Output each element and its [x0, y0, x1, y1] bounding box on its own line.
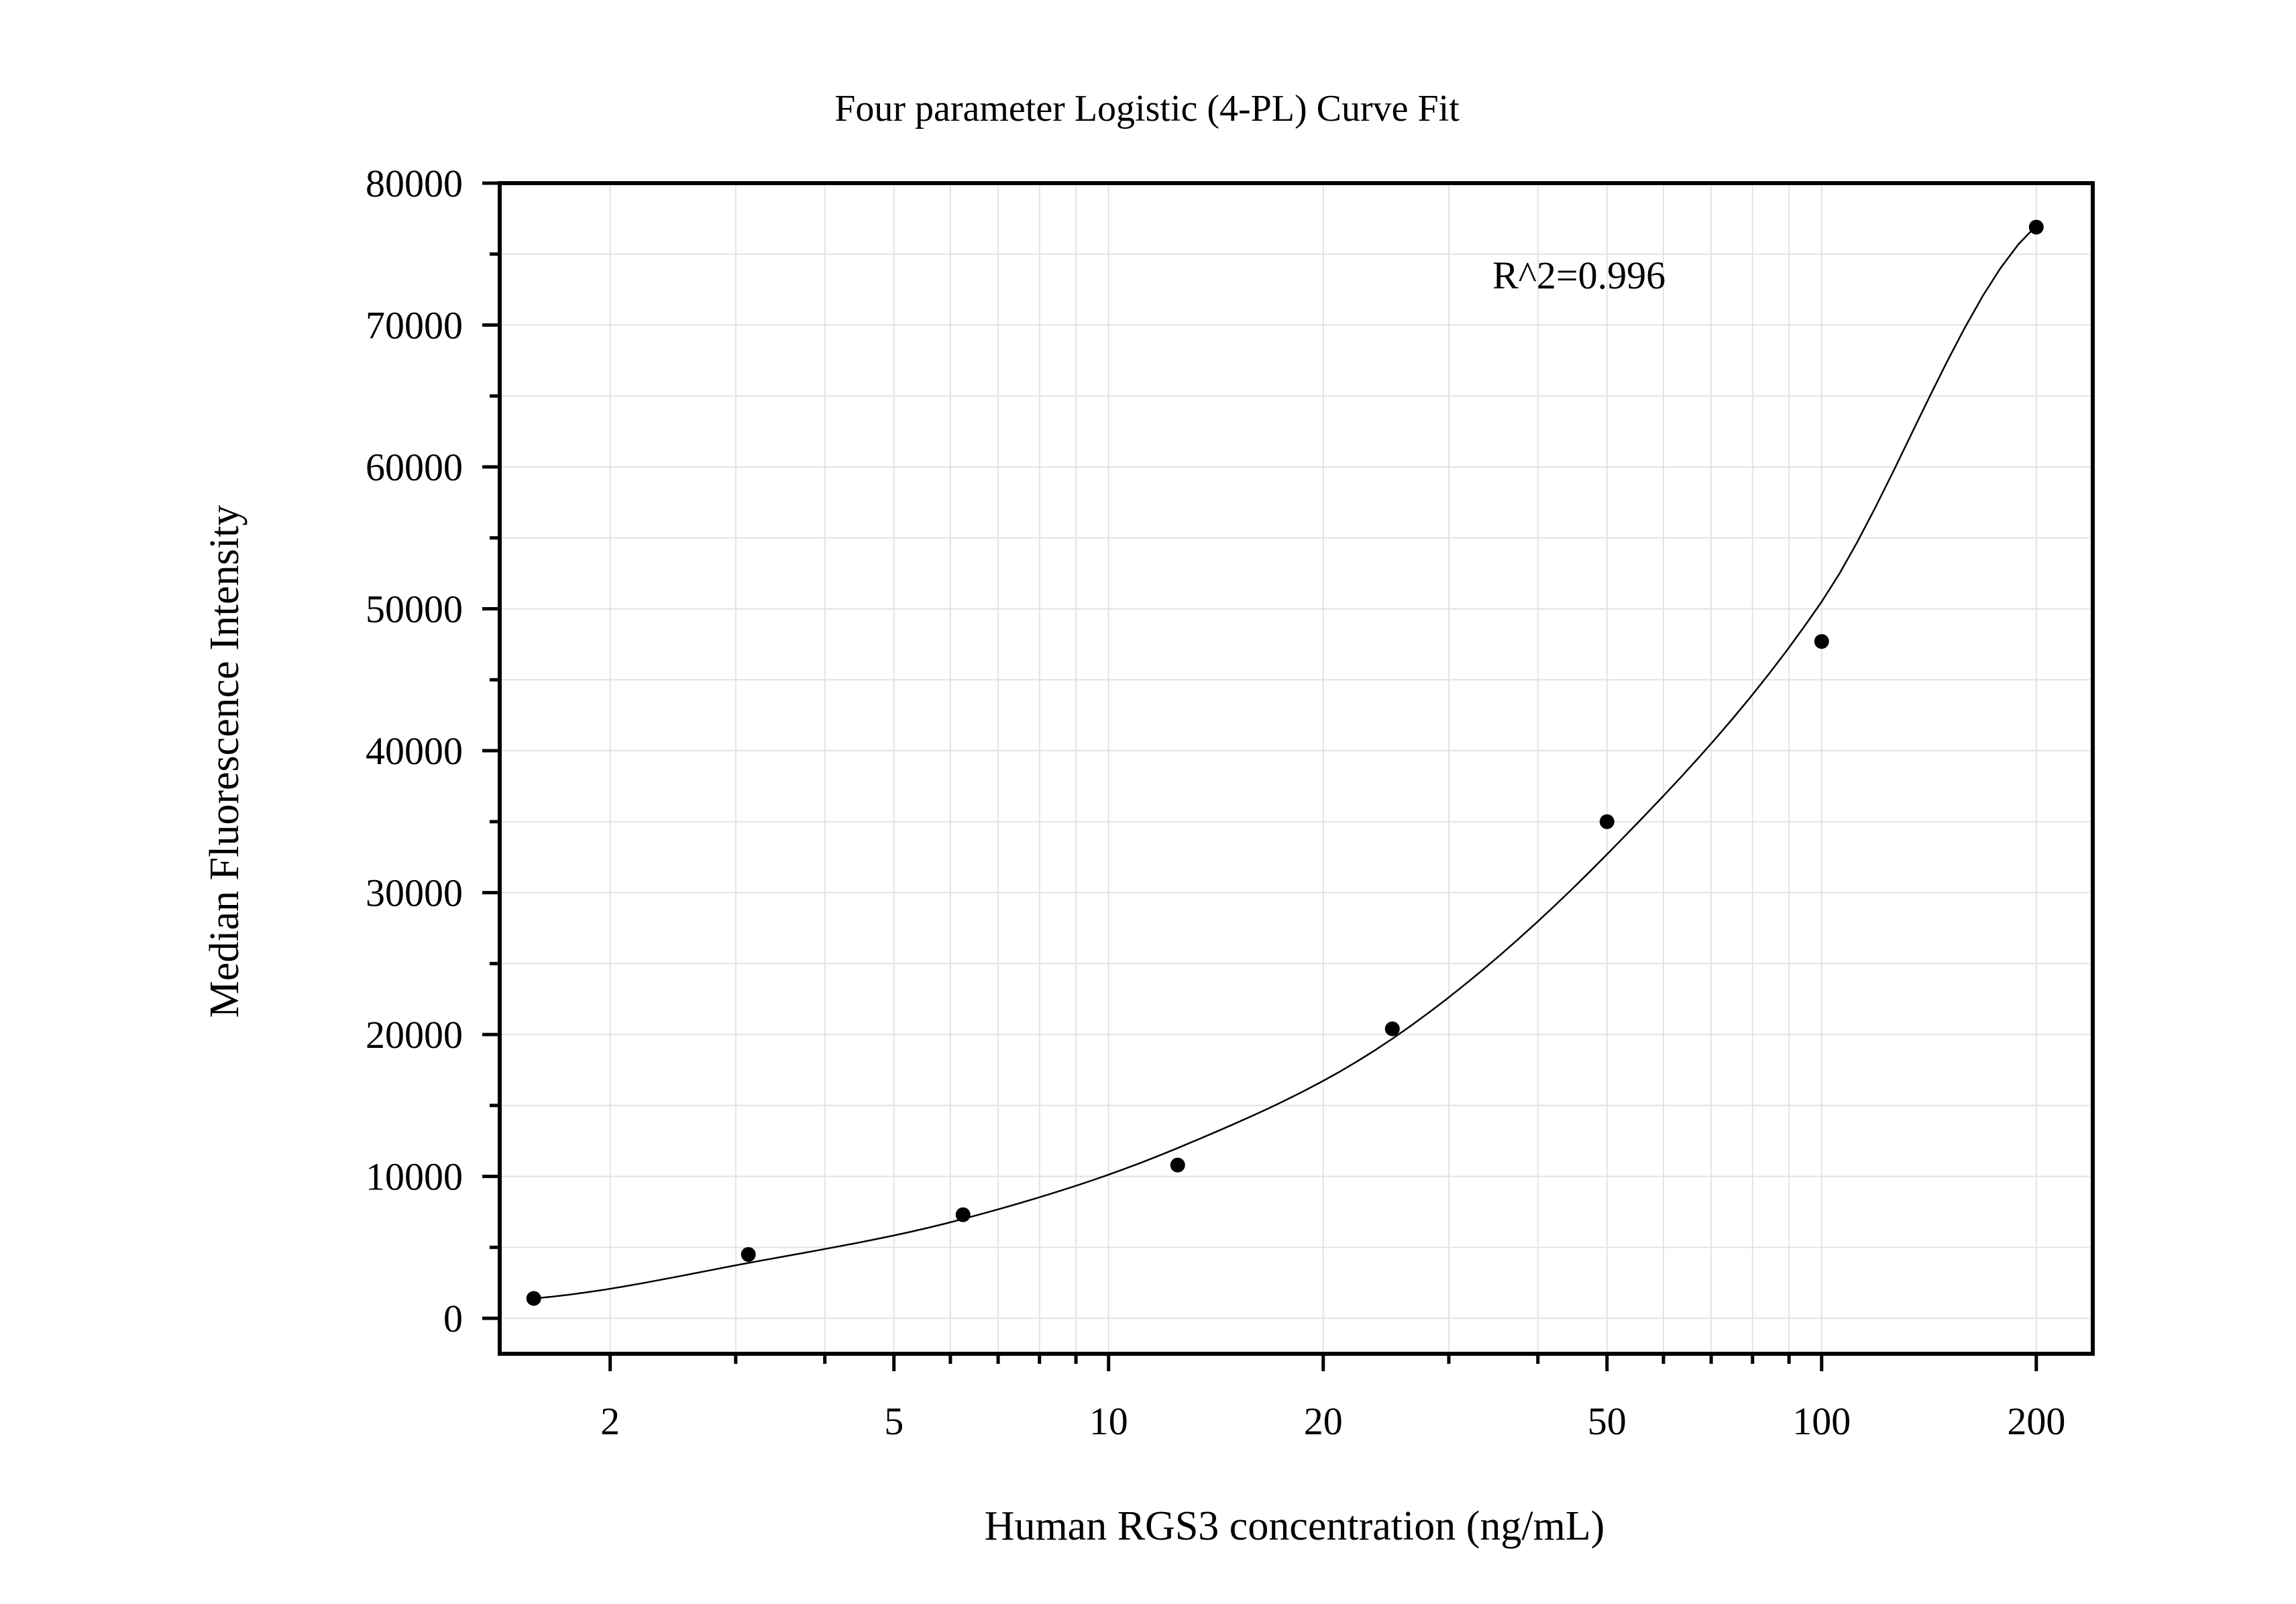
data-point — [1170, 1157, 1185, 1173]
y-tick-label: 40000 — [366, 729, 463, 773]
r-squared-annotation: R^2=0.996 — [1492, 254, 1665, 297]
fit-curve-layer — [533, 225, 2037, 1299]
y-tick-label: 70000 — [366, 304, 463, 347]
data-point — [526, 1291, 541, 1306]
x-tick-label: 200 — [2007, 1399, 2065, 1443]
fit-curve-line — [533, 225, 2037, 1299]
x-tick-labels: 2 5 10 20 50 100 200 — [600, 1399, 2065, 1443]
data-point — [741, 1246, 756, 1262]
plot-frame — [498, 181, 2095, 1356]
y-tick-labels: 0 10000 20000 30000 40000 50000 60000 70000 8000… — [366, 162, 463, 1340]
x-tick-label: 50 — [1588, 1399, 1627, 1443]
y-axis-label: Median Fluorescence Intensity — [202, 505, 248, 1018]
y-tick-label: 60000 — [366, 445, 463, 489]
data-point — [1814, 634, 1829, 649]
grid — [500, 182, 2093, 1354]
y-tick-label: 30000 — [366, 871, 463, 915]
y-tick-label: 50000 — [366, 588, 463, 631]
x-tick-label: 20 — [1304, 1399, 1343, 1443]
data-point — [2028, 219, 2044, 235]
x-tick-label: 5 — [884, 1399, 904, 1443]
data-points-layer — [526, 219, 2044, 1306]
x-axis-label: Human RGS3 concentration (ng/mL) — [985, 1503, 1605, 1549]
data-point — [1599, 814, 1615, 829]
data-point — [1384, 1021, 1400, 1036]
axis-ticks — [482, 181, 2038, 1371]
x-tick-label: 100 — [1792, 1399, 1851, 1443]
y-tick-label: 20000 — [366, 1013, 463, 1057]
chart-title: Four parameter Logistic (4-PL) Curve Fit — [834, 88, 1460, 129]
x-tick-label: 10 — [1089, 1399, 1128, 1443]
y-tick-label: 0 — [443, 1297, 463, 1340]
y-tick-label: 80000 — [366, 162, 463, 205]
x-tick-label: 2 — [600, 1399, 620, 1443]
y-tick-label: 10000 — [366, 1155, 463, 1199]
data-point — [955, 1207, 971, 1222]
